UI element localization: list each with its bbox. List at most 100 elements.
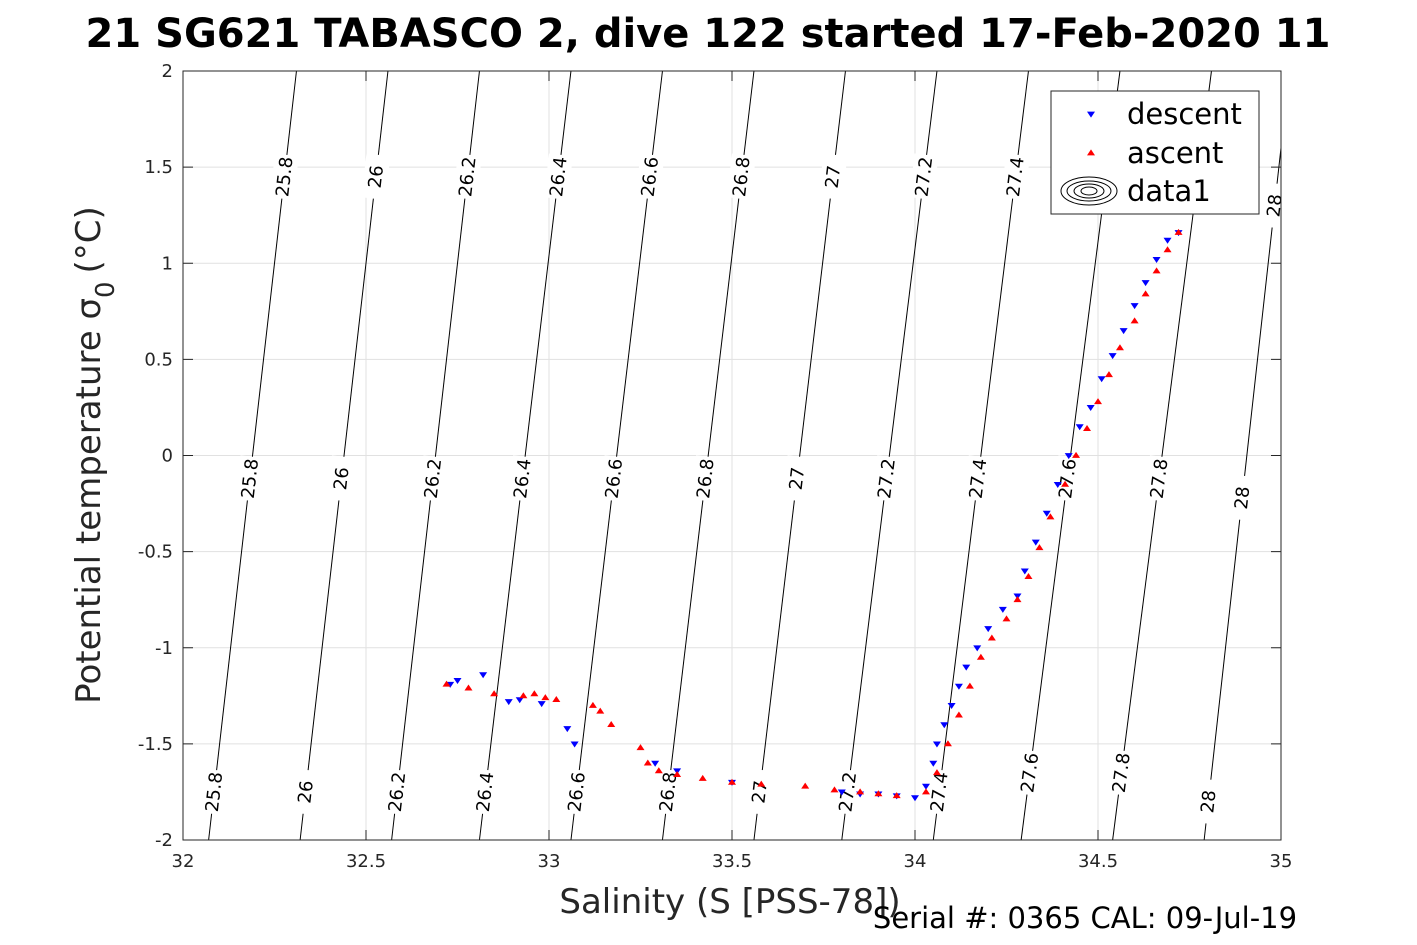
x-tick-label: 33.5 — [712, 851, 752, 872]
isopycnal-label: 27 — [786, 466, 810, 491]
descent-point — [911, 795, 919, 802]
legend-ascent-label: ascent — [1127, 136, 1223, 170]
isopycnal-label-gap — [452, 153, 482, 200]
isopycnal-label-gap — [690, 455, 720, 502]
legend-descent-label: descent — [1127, 97, 1242, 131]
isopycnal-label-gap — [1106, 749, 1136, 797]
legend-contour-icon — [1066, 180, 1112, 202]
isopycnal-label-gap — [782, 455, 812, 502]
isopycnal-label: 26 — [294, 779, 317, 804]
isopycnal-label-gap — [291, 768, 321, 816]
ascent-point — [1083, 424, 1092, 431]
isopycnal-label-gap — [818, 153, 848, 201]
x-tick-label: 32.5 — [346, 851, 386, 872]
isopycnal-label: 26.2 — [455, 156, 480, 198]
isopycnal-label: 26.6 — [638, 156, 664, 198]
ascent-point — [654, 767, 663, 774]
descent-point — [1086, 405, 1095, 412]
legend-ascent-marker — [1087, 149, 1095, 156]
descent-point — [984, 626, 993, 633]
descent-point — [537, 701, 546, 708]
y-tick-label: 0.5 — [144, 349, 173, 370]
descent-point — [954, 683, 963, 690]
ascent-point — [856, 788, 865, 795]
descent-point — [515, 697, 524, 704]
isopycnal-label-gap — [470, 768, 500, 816]
isopycnal-label: 27.6 — [1055, 457, 1081, 499]
ascent-point — [643, 759, 652, 766]
ascent-point — [1174, 228, 1183, 235]
y-axis-label: Potential temperature σ0 (°C) — [69, 206, 121, 704]
ascent-point — [673, 771, 682, 778]
isopycnal-line — [299, 70, 389, 841]
isopycnal-label: 27.8 — [1147, 457, 1173, 499]
isopycnal-label: 27.4 — [1003, 156, 1029, 198]
legend-box — [1050, 90, 1260, 215]
isopycnal-label: 26.8 — [656, 771, 682, 813]
ascent-point — [607, 721, 616, 728]
x-tick-label: 35 — [1270, 851, 1293, 872]
isopycnal-label-gap — [1000, 153, 1030, 201]
isopycnal-label: 26.8 — [693, 457, 719, 499]
isopycnal-label: 27 — [822, 164, 846, 189]
descent-point — [1119, 328, 1128, 335]
descent-point — [973, 645, 982, 652]
descent-point — [570, 741, 579, 748]
x-tick-label: 33 — [538, 851, 561, 872]
isopycnal-label-gap — [361, 153, 391, 200]
isopycnal-line — [391, 70, 480, 841]
isopycnal-label: 25.8 — [238, 458, 263, 500]
ascent-point — [1130, 317, 1139, 324]
x-tick-label: 34 — [904, 851, 927, 872]
isopycnal-label-gap — [507, 455, 537, 502]
ascent-point — [1002, 615, 1011, 622]
ascent-point — [490, 690, 499, 697]
ascent-point — [1035, 544, 1044, 551]
isopycnal-label: 26 — [365, 164, 388, 189]
ascent-point — [830, 786, 839, 793]
legend-contour-icon — [1060, 176, 1118, 206]
chart-title: 21 SG621 TABASCO 2, dive 122 started 17-… — [86, 11, 1331, 57]
descent-point — [998, 606, 1007, 613]
isopycnal-line — [208, 70, 297, 841]
ascent-point — [1061, 480, 1070, 487]
y-tick-label: 1.5 — [144, 157, 173, 178]
y-tick-label: 2 — [162, 61, 173, 82]
ascent-point — [636, 744, 645, 751]
isopycnal-label: 27 — [748, 779, 772, 804]
ascent-point — [1115, 344, 1124, 351]
ascent-point — [1046, 513, 1055, 520]
isopycnal-label: 26 — [330, 466, 353, 491]
isopycnal-label-gap — [635, 153, 665, 201]
ascent-point — [987, 634, 996, 641]
descent-point — [1064, 453, 1073, 460]
isopycnal-label-gap — [1144, 455, 1174, 502]
isopycnal-label-gap — [326, 455, 356, 502]
isopycnal-label: 26.6 — [564, 771, 590, 813]
descent-point — [1042, 510, 1051, 517]
isopycnal-label-gap — [924, 768, 954, 816]
isopycnal-label-gap — [833, 768, 863, 816]
descent-point — [1075, 424, 1084, 431]
descent-point — [932, 741, 941, 748]
isopycnal-label-gap — [745, 768, 775, 816]
isopycnal-label-gap — [653, 768, 683, 816]
ascent-point — [874, 790, 883, 797]
isopycnal-line — [570, 70, 663, 841]
isopycnal-label-gap — [1015, 749, 1045, 797]
descent-point — [1108, 353, 1117, 360]
ascent-point — [1072, 451, 1081, 458]
descent-point — [1020, 568, 1029, 575]
ascent-point — [588, 701, 597, 708]
isopycnal-label: 27.2 — [911, 156, 937, 198]
descent-point — [1097, 376, 1106, 383]
isopycnal-label: 26.4 — [510, 457, 536, 499]
y-tick-label: 1 — [162, 253, 173, 274]
y-tick-label: -1 — [155, 638, 173, 659]
ascent-point — [596, 707, 605, 714]
descent-point — [929, 760, 938, 767]
isopycnal-line — [932, 70, 1029, 841]
ascent-point — [1024, 573, 1033, 580]
isopycnal-label: 27.4 — [966, 457, 992, 499]
